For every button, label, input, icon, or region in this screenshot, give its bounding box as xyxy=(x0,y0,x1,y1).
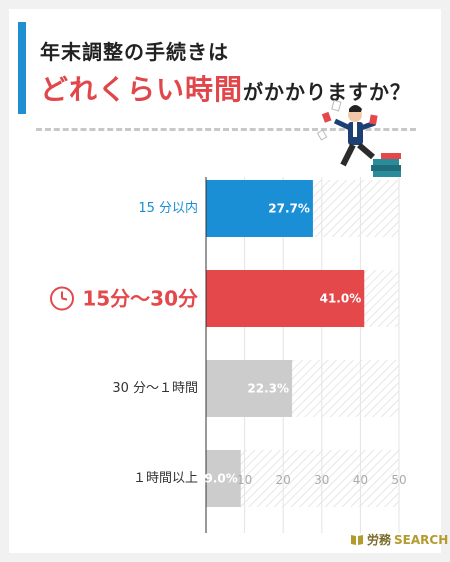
x-tick-label: 40 xyxy=(353,473,368,487)
category-label: １時間以上 xyxy=(133,471,198,486)
logo-text-jp: 労務 xyxy=(367,533,392,547)
x-tick-label: 50 xyxy=(391,473,406,487)
businessman-illustration xyxy=(316,99,401,177)
title-highlight: どれくらい時間 xyxy=(40,73,244,106)
logo: 労務 SEARCH xyxy=(350,531,448,548)
clock-icon xyxy=(50,286,74,311)
bar xyxy=(206,270,365,327)
x-tick-label: 30 xyxy=(314,473,329,487)
value-label: 27.7% xyxy=(268,202,310,216)
value-label: 22.3% xyxy=(247,382,289,396)
book-icon xyxy=(351,534,363,545)
x-tick-label: 10 xyxy=(237,473,252,487)
title-line-1: 年末調整の手続きは xyxy=(40,40,229,64)
bar xyxy=(206,180,313,237)
title-rest: がかかりますか？ xyxy=(243,80,412,104)
logo-text-en: SEARCH xyxy=(394,532,449,547)
clock-hand xyxy=(61,297,68,301)
category-label: 15分〜30分 xyxy=(82,287,198,311)
value-label: 9.0% xyxy=(204,472,237,486)
title-line-2: どれくらい時間がかかりますか？ xyxy=(40,68,411,108)
bar xyxy=(206,360,293,417)
bar xyxy=(206,450,241,507)
category-label: 30 分〜１時間 xyxy=(112,381,198,396)
title-accent-bar xyxy=(18,22,26,114)
category-label: 15 分以内 xyxy=(138,200,198,216)
value-label: 41.0% xyxy=(320,292,362,306)
x-tick-label: 20 xyxy=(276,473,291,487)
dashed-divider xyxy=(36,128,416,131)
